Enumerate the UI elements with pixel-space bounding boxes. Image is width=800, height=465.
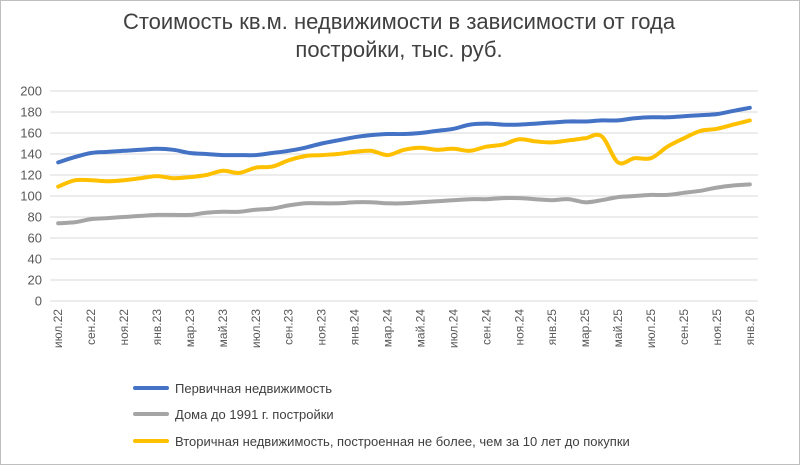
chart-title-line-2: постройки, тыс. руб. <box>295 37 503 62</box>
legend-item: Вторичная недвижимость, построенная не б… <box>133 431 630 451</box>
y-tick-label: 160 <box>20 126 42 141</box>
y-tick-label: 20 <box>28 273 42 288</box>
x-tick-label: мар.24 <box>381 309 395 348</box>
x-tick-label: сен.25 <box>677 309 691 345</box>
y-tick-label: 40 <box>28 252 42 267</box>
legend-label: Первичная недвижимость <box>175 380 333 396</box>
x-tick-label: мар.25 <box>578 309 592 348</box>
x-tick-label: май.24 <box>413 309 427 348</box>
x-tick-label: май.25 <box>611 309 625 348</box>
x-tick-label: ноя.25 <box>710 309 724 346</box>
x-tick-label: янв.26 <box>743 309 757 346</box>
x-tick-label: ноя.22 <box>117 309 131 346</box>
y-tick-label: 200 <box>20 84 42 99</box>
x-tick-label: янв.23 <box>150 309 164 346</box>
x-tick-label: июл.23 <box>249 309 263 348</box>
y-tick-label: 120 <box>20 168 42 183</box>
legend-item: Дома до 1991 г. постройки <box>133 404 334 424</box>
legend-swatch <box>133 412 169 416</box>
x-tick-label: сен.22 <box>84 309 98 345</box>
x-tick-label: сен.24 <box>479 309 493 345</box>
legend-swatch <box>133 439 169 443</box>
x-tick-label: ноя.24 <box>512 309 526 346</box>
y-tick-label: 0 <box>35 294 42 309</box>
y-tick-label: 60 <box>28 231 42 246</box>
x-tick-label: янв.24 <box>348 309 362 346</box>
x-tick-label: июл.25 <box>644 309 658 348</box>
y-tick-label: 180 <box>20 105 42 120</box>
legend-label: Вторичная недвижимость, построенная не б… <box>175 433 630 449</box>
x-tick-label: июл.24 <box>446 309 460 348</box>
chart-title-line-1: Стоимость кв.м. недвижимости в зависимос… <box>122 9 676 34</box>
legend-swatch <box>133 386 169 390</box>
x-tick-label: июл.22 <box>51 309 65 348</box>
x-tick-label: мар.23 <box>183 309 197 348</box>
series-line-3 <box>56 118 752 189</box>
y-tick-label: 80 <box>28 210 42 225</box>
series-line-2 <box>56 182 752 226</box>
x-tick-label: ноя.23 <box>315 309 329 346</box>
chart-title: Стоимость кв.м. недвижимости в зависимос… <box>0 8 798 64</box>
x-tick-label: май.23 <box>216 309 230 348</box>
legend-label: Дома до 1991 г. постройки <box>175 406 334 422</box>
legend-item: Первичная недвижимость <box>133 378 332 398</box>
x-tick-label: янв.25 <box>545 309 559 346</box>
y-tick-label: 100 <box>20 189 42 204</box>
y-tick-label: 140 <box>20 147 42 162</box>
series-line-1 <box>56 105 752 165</box>
x-tick-label: сен.23 <box>282 309 296 345</box>
